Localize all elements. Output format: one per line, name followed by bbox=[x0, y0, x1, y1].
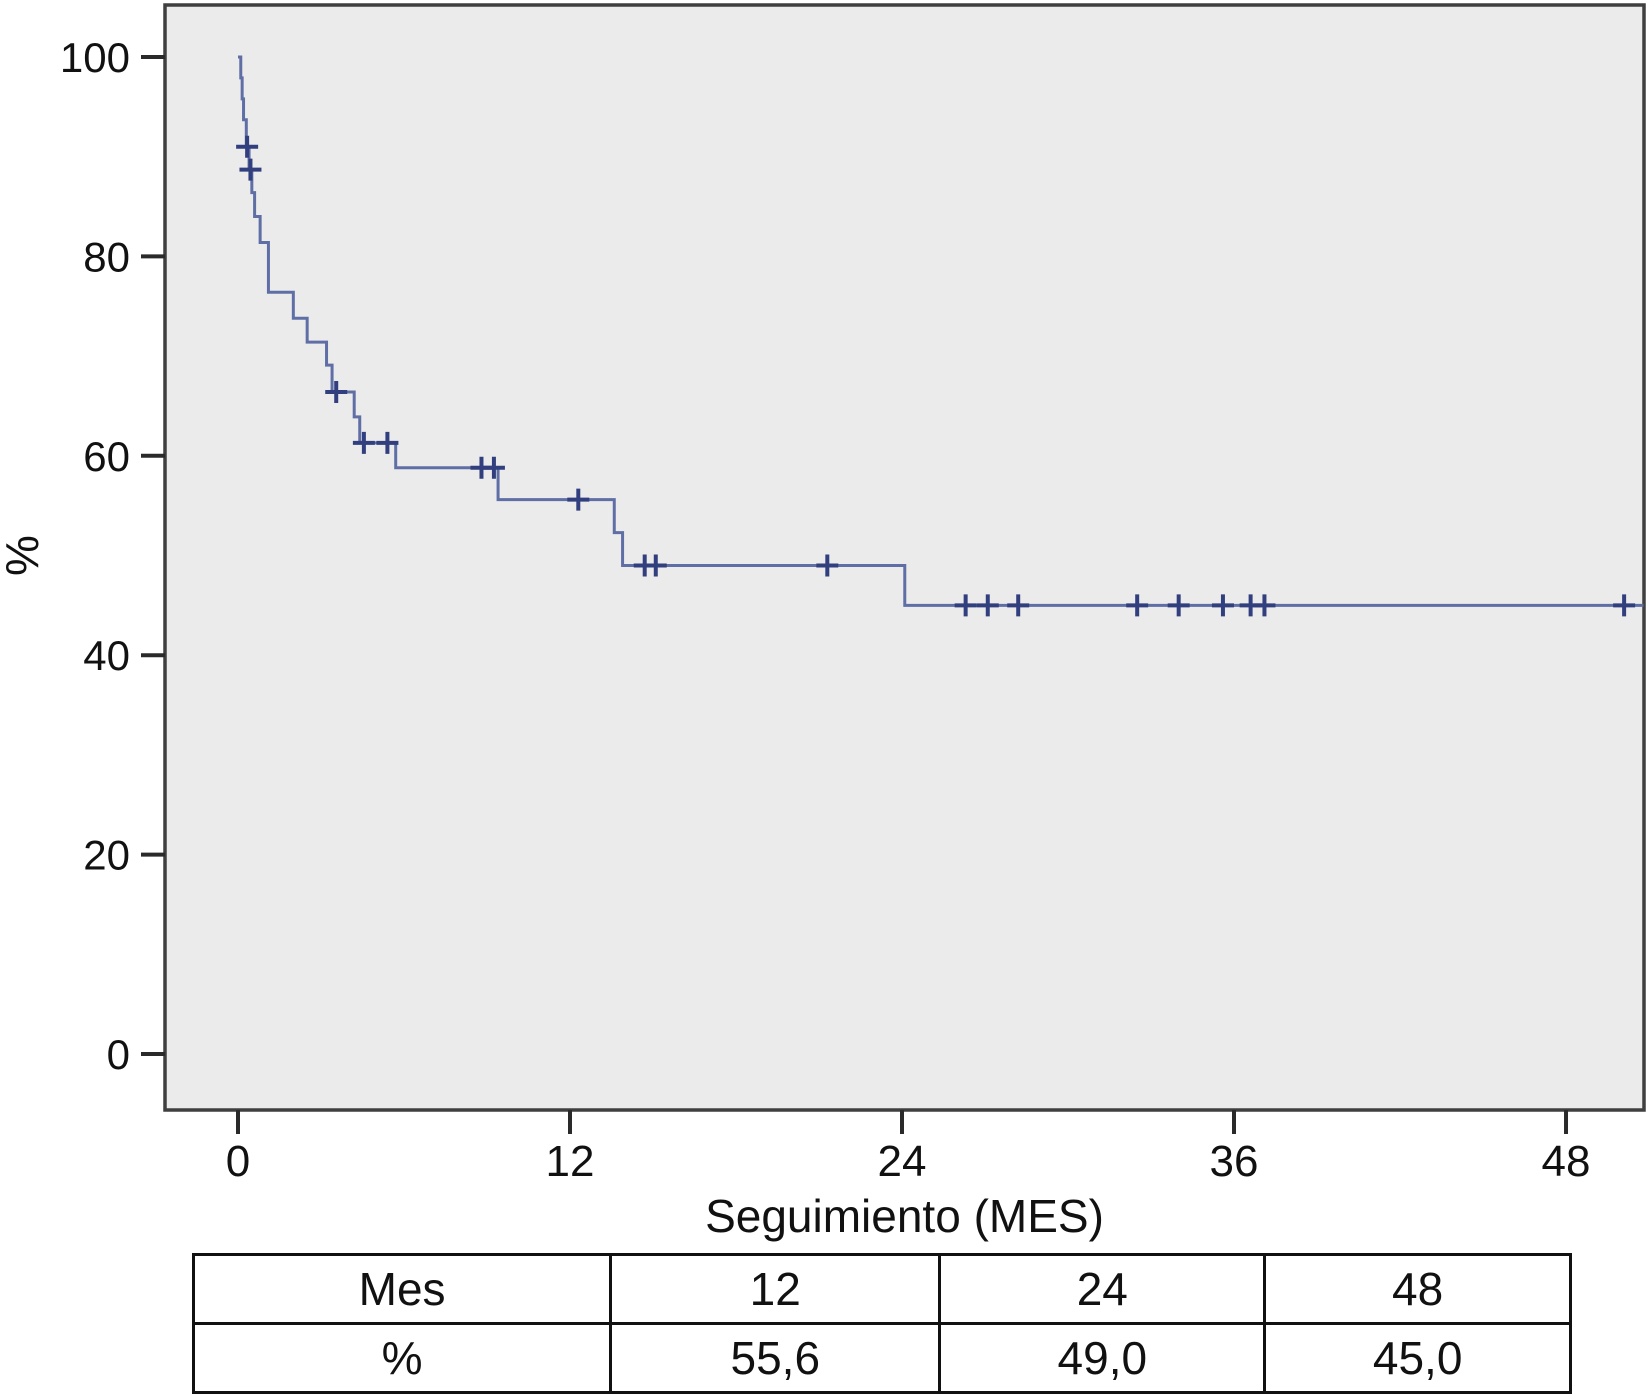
censor-mark bbox=[816, 554, 839, 577]
table-cell-percent-48: 45,0 bbox=[1263, 1322, 1572, 1394]
censor-mark bbox=[1211, 594, 1234, 617]
km-curve bbox=[238, 55, 1644, 607]
y-tick-label: 40 bbox=[83, 632, 130, 679]
censor-mark bbox=[482, 456, 505, 479]
summary-table: Mes 12 24 48 % 55,6 49,0 45,0 bbox=[191, 1253, 1572, 1394]
x-tick-label: 0 bbox=[226, 1137, 250, 1186]
x-tick-label: 48 bbox=[1542, 1137, 1591, 1186]
y-tick-label: 100 bbox=[60, 34, 130, 81]
censor-mark bbox=[976, 594, 999, 617]
x-tick-label: 12 bbox=[546, 1137, 595, 1186]
y-tick-label: 20 bbox=[83, 832, 130, 879]
table-cell-month-24: 24 bbox=[938, 1253, 1267, 1325]
x-tick-label: 36 bbox=[1210, 1137, 1259, 1186]
table-cell-month-12: 12 bbox=[609, 1253, 942, 1325]
censor-mark bbox=[644, 554, 667, 577]
x-tick-label: 24 bbox=[878, 1137, 927, 1186]
y-tick-label: 80 bbox=[83, 233, 130, 280]
table-cell-month-header: Mes bbox=[191, 1253, 613, 1325]
y-tick-label: 60 bbox=[83, 433, 130, 480]
censor-mark bbox=[1167, 594, 1190, 617]
plot-area bbox=[163, 3, 1646, 1112]
censor-mark bbox=[1126, 594, 1149, 617]
censor-mark bbox=[376, 431, 399, 454]
y-tick-label: 0 bbox=[107, 1031, 130, 1078]
table-row-month: Mes 12 24 48 bbox=[191, 1253, 1572, 1325]
censor-mark bbox=[1253, 594, 1276, 617]
censor-mark bbox=[239, 158, 262, 181]
censor-mark bbox=[954, 594, 977, 617]
table-cell-percent-24: 49,0 bbox=[938, 1322, 1267, 1394]
table-cell-percent-12: 55,6 bbox=[609, 1322, 942, 1394]
censor-mark bbox=[1613, 594, 1636, 617]
x-axis-title: Seguimiento (MES) bbox=[705, 1190, 1104, 1242]
y-axis-title: % bbox=[0, 535, 48, 576]
censor-mark bbox=[352, 431, 375, 454]
table-row-percent: % 55,6 49,0 45,0 bbox=[191, 1322, 1572, 1394]
censor-mark bbox=[1007, 594, 1030, 617]
table-cell-percent-header: % bbox=[191, 1322, 613, 1394]
censor-mark bbox=[567, 488, 590, 511]
table-cell-month-48: 48 bbox=[1263, 1253, 1572, 1325]
km-chart-svg: 100 80 60 40 20 0 0 12 24 36 48% Seguimiento (MES) bbox=[0, 3, 1646, 1242]
censor-mark bbox=[236, 135, 259, 158]
censor-mark bbox=[325, 380, 348, 403]
